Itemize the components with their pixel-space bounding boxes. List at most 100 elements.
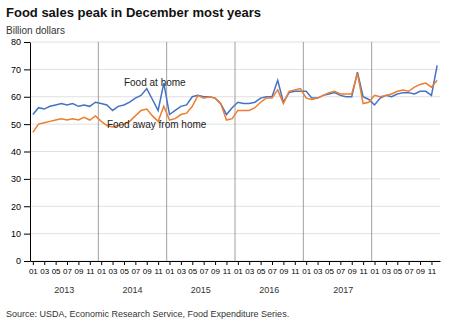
x-tick-mark [386,261,387,265]
x-tick-mark [318,261,319,265]
x-tick: 11 [291,261,300,276]
year-label: 2015 [191,285,211,295]
x-tick-label: 03 [40,267,49,276]
x-tick-label: 03 [245,267,254,276]
x-tick-label: 01 [166,267,175,276]
x-tick-mark [181,261,182,265]
x-tick: 05 [120,261,129,276]
y-tick-label: 0 [16,256,21,266]
x-tick-mark [67,261,68,265]
x-tick-mark [90,261,91,265]
x-tick: 01 [166,261,175,276]
x-tick-mark [158,261,159,265]
x-tick: 05 [325,261,334,276]
x-axis-line [31,261,441,262]
x-tick-mark [238,261,239,265]
x-tick: 11 [359,261,368,276]
x-tick-label: 11 [223,267,232,276]
y-tick-label: 50 [11,120,21,130]
chart-container: 0102030405060708001030507091101030507091… [0,0,450,323]
x-tick-label: 03 [382,267,391,276]
x-axis: 0103050709110103050709110103050709110103… [29,261,441,276]
y-tick-label: 10 [11,229,21,239]
x-tick-label: 05 [393,267,402,276]
y-axis: 01020304050607080 [11,37,31,266]
x-tick-label: 03 [109,267,118,276]
series-line [33,65,437,114]
x-tick: 05 [188,261,197,276]
annotation: Food away from home [107,119,207,130]
y-tick-label: 30 [11,174,21,184]
year-divider [98,42,99,261]
year-divider [371,42,372,261]
x-tick-label: 01 [234,267,243,276]
y-tick-mark [24,206,30,207]
x-tick: 01 [371,261,380,276]
x-tick: 09 [416,261,425,276]
year-label: 2016 [259,285,279,295]
y-tick-mark [24,42,30,43]
x-tick-label: 09 [143,267,152,276]
x-tick-mark [340,261,341,265]
year-divider [303,42,304,261]
year-label: 2013 [54,285,74,295]
y-tick-mark [24,97,30,98]
x-tick-label: 01 [371,267,380,276]
x-tick-mark [261,261,262,265]
x-tick-label: 01 [302,267,311,276]
x-tick: 03 [40,261,49,276]
x-tick-mark [113,261,114,265]
year-label: 2014 [122,285,142,295]
x-tick: 05 [393,261,402,276]
x-tick-label: 11 [291,267,300,276]
y-tick: 0 [16,256,30,266]
x-tick-mark [135,261,136,265]
y-tick: 50 [11,120,30,130]
x-tick: 11 [154,261,163,276]
y-tick: 10 [11,229,30,239]
x-tick-mark [192,261,193,265]
x-tick: 01 [234,261,243,276]
year-divider [235,42,236,261]
x-tick-label: 05 [120,267,129,276]
x-tick: 03 [245,261,254,276]
x-tick-mark [101,261,102,265]
x-tick-label: 09 [279,267,288,276]
series-line [33,73,437,132]
x-tick-label: 01 [29,267,38,276]
x-tick-mark [306,261,307,265]
x-tick-mark [420,261,421,265]
x-tick-label: 01 [97,267,106,276]
x-tick-mark [124,261,125,265]
y-tick-mark [24,69,30,70]
x-tick-label: 05 [52,267,61,276]
y-tick: 20 [11,202,30,212]
x-tick-label: 11 [154,267,163,276]
x-tick-label: 05 [325,267,334,276]
y-tick-mark [24,261,30,262]
y-tick-label: 40 [11,147,21,157]
x-tick: 05 [52,261,61,276]
x-tick: 01 [29,261,38,276]
x-tick: 09 [74,261,83,276]
x-tick: 07 [63,261,72,276]
x-tick: 07 [405,261,414,276]
x-tick-label: 11 [86,267,95,276]
y-tick-mark [24,152,30,153]
x-tick: 09 [279,261,288,276]
x-tick-mark [170,261,171,265]
x-tick: 11 [86,261,95,276]
y-tick: 60 [11,92,30,102]
source: Source: USDA, Economic Research Service,… [6,309,289,319]
x-tick: 09 [348,261,357,276]
x-tick-label: 03 [314,267,323,276]
y-tick-label: 60 [11,92,21,102]
y-tick: 80 [11,37,30,47]
y-tick-mark [24,179,30,180]
x-tick-label: 09 [211,267,220,276]
x-tick-mark [226,261,227,265]
chart: 0102030405060708001030507091101030507091… [0,0,450,323]
y-tick-label: 20 [11,202,21,212]
x-tick: 07 [200,261,209,276]
x-tick-mark [272,261,273,265]
